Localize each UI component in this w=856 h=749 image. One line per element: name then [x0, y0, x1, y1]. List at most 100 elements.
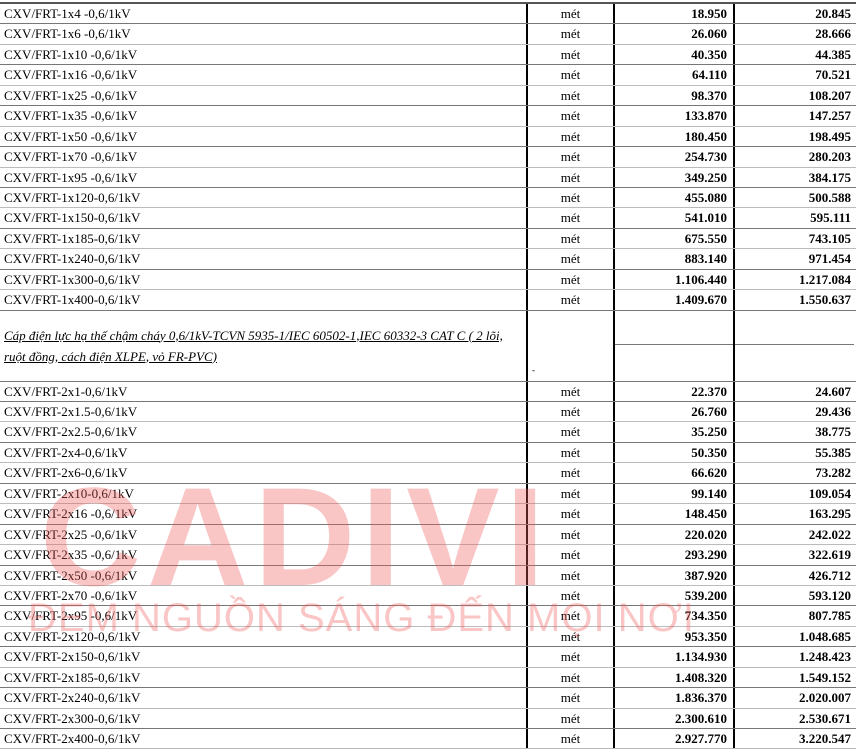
price-2: 55.385	[815, 444, 851, 460]
price-2: 595.111	[810, 210, 851, 226]
product-name: CXV/FRT-2x95 -0,6/1kV	[0, 606, 528, 626]
product-name: CXV/FRT-1x400-0,6/1kV	[0, 290, 528, 310]
price-2: 280.203	[808, 149, 851, 165]
section-header-row: Cáp điện lực hạ thế chậm cháy 0,6/1kV-TC…	[0, 310, 856, 382]
product-name: CXV/FRT-1x50 -0,6/1kV	[0, 126, 528, 147]
product-name: CXV/FRT-1x25 -0,6/1kV	[0, 85, 528, 106]
unit: mét	[528, 65, 615, 85]
price-1: 254.730	[615, 147, 735, 167]
unit: mét	[528, 545, 615, 565]
unit: mét	[528, 24, 615, 44]
price-2: 593.120	[808, 587, 851, 603]
table-row: CXV/FRT-2x4-0,6/1kV mét 50.350 55.385	[0, 442, 856, 464]
product-name: CXV/FRT-1x16 -0,6/1kV	[0, 65, 528, 85]
section-mark: -	[532, 364, 535, 375]
price-1: 133.870	[615, 106, 735, 126]
price-1: 953.350	[615, 626, 735, 647]
price-1: 98.370	[615, 85, 735, 106]
product-name: CXV/FRT-1x240-0,6/1kV	[0, 249, 528, 269]
price-1: 1.408.320	[615, 667, 735, 688]
price-2: 28.666	[815, 26, 851, 42]
product-name: CXV/FRT-1x120-0,6/1kV	[0, 187, 528, 208]
section-unit-cell: -	[528, 310, 615, 381]
price-1: 220.020	[615, 524, 735, 545]
table-row: CXV/FRT-1x25 -0,6/1kV mét 98.370 108.207	[0, 85, 856, 107]
section-heading: Cáp điện lực hạ thế chậm cháy 0,6/1kV-TC…	[0, 310, 528, 381]
table-row: CXV/FRT-2x120-0,6/1kV mét 953.350 1.048.685	[0, 626, 856, 648]
product-name: CXV/FRT-2x185-0,6/1kV	[0, 667, 528, 688]
price-2: 73.282	[815, 465, 851, 481]
product-name: CXV/FRT-2x25 -0,6/1kV	[0, 524, 528, 545]
price-2: 20.845	[815, 6, 851, 21]
table-row: CXV/FRT-1x400-0,6/1kV mét 1.409.670 1.550.6…	[0, 290, 856, 311]
price-2: 2.020.007	[799, 690, 851, 706]
price-1: 35.250	[615, 422, 735, 442]
unit: mét	[528, 708, 615, 728]
product-name: CXV/FRT-2x300-0,6/1kV	[0, 708, 528, 728]
unit: mét	[528, 187, 615, 208]
table-row: CXV/FRT-2x2.5-0,6/1kV mét 35.250 38.775	[0, 422, 856, 443]
product-name: CXV/FRT-2x400-0,6/1kV	[0, 729, 528, 749]
product-name: CXV/FRT-2x4-0,6/1kV	[0, 442, 528, 463]
single-core-rows: CXV/FRT-1x4 -0,6/1kV mét 18.950 20.845 CXV/F…	[0, 4, 856, 311]
product-name: CXV/FRT-2x50 -0,6/1kV	[0, 565, 528, 585]
price-1: 455.080	[615, 187, 735, 208]
price-2: 743.105	[808, 230, 851, 246]
price-1: 387.920	[615, 565, 735, 585]
table-row: CXV/FRT-2x240-0,6/1kV mét 1.836.370 2.020.0…	[0, 688, 856, 709]
product-name: CXV/FRT-2x120-0,6/1kV	[0, 626, 528, 647]
product-name: CXV/FRT-2x6-0,6/1kV	[0, 463, 528, 483]
table-row: CXV/FRT-1x120-0,6/1kV mét 455.080 500.588	[0, 187, 856, 209]
price-1: 26.760	[615, 402, 735, 422]
price-1: 1.106.440	[615, 269, 735, 290]
price-2: 2.530.671	[799, 710, 851, 726]
unit: mét	[528, 381, 615, 401]
table-row: CXV/FRT-1x10 -0,6/1kV mét 40.350 44.385	[0, 44, 856, 66]
product-name: CXV/FRT-2x70 -0,6/1kV	[0, 585, 528, 606]
table-row: CXV/FRT-2x150-0,6/1kV mét 1.134.930 1.248.4…	[0, 647, 856, 668]
product-name: CXV/FRT-2x10-0,6/1kV	[0, 483, 528, 504]
two-core-rows: CXV/FRT-2x1-0,6/1kV mét 22.370 24.607 CXV/FR…	[0, 381, 856, 749]
unit: mét	[528, 626, 615, 647]
table-row: CXV/FRT-2x400-0,6/1kV mét 2.927.770 3.220.5…	[0, 729, 856, 749]
price-2: 426.712	[808, 567, 851, 583]
unit: mét	[528, 585, 615, 606]
product-name: CXV/FRT-2x150-0,6/1kV	[0, 647, 528, 667]
price-2: 242.022	[808, 526, 851, 542]
price-2: 163.295	[808, 506, 851, 522]
price-2: 971.454	[808, 251, 851, 267]
price-2: 3.220.547	[799, 731, 851, 746]
price-2: 1.248.423	[799, 649, 851, 665]
unit: mét	[528, 44, 615, 65]
unit: mét	[528, 402, 615, 422]
product-name: CXV/FRT-1x150-0,6/1kV	[0, 208, 528, 228]
price-1: 26.060	[615, 24, 735, 44]
table-row: CXV/FRT-2x25 -0,6/1kV mét 220.020 242.022	[0, 524, 856, 546]
table-row: CXV/FRT-1x6 -0,6/1kV mét 26.060 28.666	[0, 24, 856, 45]
price-1: 541.010	[615, 208, 735, 228]
unit: mét	[528, 667, 615, 688]
price-2: 108.207	[808, 87, 851, 103]
table-row: CXV/FRT-2x35 -0,6/1kV mét 293.290 322.619	[0, 545, 856, 566]
product-name: CXV/FRT-1x185-0,6/1kV	[0, 228, 528, 249]
product-name: CXV/FRT-1x300-0,6/1kV	[0, 269, 528, 290]
price-1: 50.350	[615, 442, 735, 463]
price-1: 1.134.930	[615, 647, 735, 667]
price-1: 293.290	[615, 545, 735, 565]
table-row: CXV/FRT-1x150-0,6/1kV mét 541.010 595.111	[0, 208, 856, 229]
price-1: 99.140	[615, 483, 735, 504]
price-2: 198.495	[808, 128, 851, 144]
price-2: 1.048.685	[799, 628, 851, 644]
table-row: CXV/FRT-2x10-0,6/1kV mét 99.140 109.054	[0, 483, 856, 505]
table-row: CXV/FRT-1x185-0,6/1kV mét 675.550 743.105	[0, 228, 856, 250]
unit: mét	[528, 290, 615, 310]
table-row: CXV/FRT-2x1-0,6/1kV mét 22.370 24.607	[0, 381, 856, 402]
unit: mét	[528, 606, 615, 626]
price-1: 675.550	[615, 228, 735, 249]
unit: mét	[528, 4, 615, 24]
price-1: 148.450	[615, 504, 735, 524]
table-row: CXV/FRT-1x95 -0,6/1kV mét 349.250 384.175	[0, 167, 856, 188]
price-1: 66.620	[615, 463, 735, 483]
table-row: CXV/FRT-2x95 -0,6/1kV mét 734.350 807.785	[0, 606, 856, 627]
